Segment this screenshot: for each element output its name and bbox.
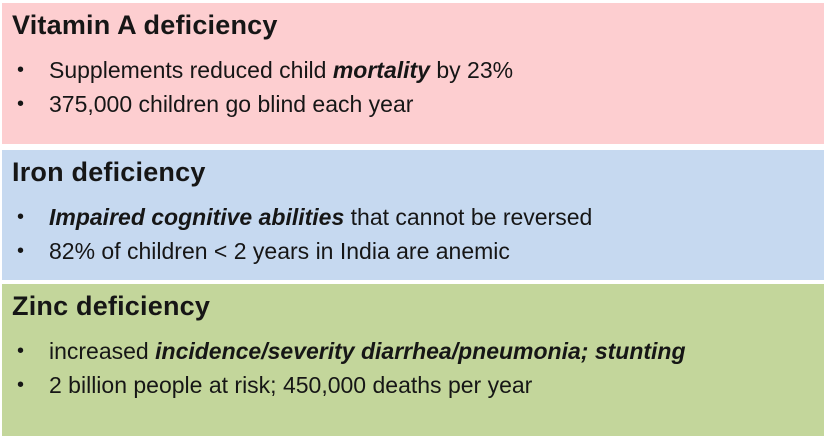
bullet-text: Supplements reduced child mortality by 2… [49, 57, 513, 84]
list-item: • 2 billion people at risk; 450,000 deat… [2, 368, 824, 402]
bullet-icon: • [17, 339, 25, 362]
vitamin-a-box-title: Vitamin A deficiency [12, 10, 278, 40]
bullet-text-segment: 375,000 children go blind each year [49, 90, 414, 117]
bullet-text-segment: Supplements reduced child [49, 56, 333, 83]
iron-box-title: Iron deficiency [12, 157, 206, 187]
bullet-text-segment: increased [49, 337, 156, 364]
bullet-text-segment: that cannot be reversed [344, 203, 593, 230]
iron-deficiency-box: Iron deficiency • Impaired cognitive abi… [2, 150, 824, 280]
bullet-text-segment-emphasis: mortality [332, 56, 430, 83]
list-item: • Impaired cognitive abilities that cann… [2, 200, 824, 234]
bullet-text-segment: 2 billion people at risk; 450,000 deaths… [49, 371, 533, 398]
list-item: • 375,000 children go blind each year [2, 87, 824, 121]
bullet-icon: • [17, 92, 25, 115]
zinc-bullet-list: • increased incidence/severity diarrhea/… [2, 334, 824, 402]
bullet-text: 82% of children < 2 years in India are a… [49, 238, 510, 265]
bullet-icon: • [17, 205, 25, 228]
zinc-box-title: Zinc deficiency [12, 291, 211, 321]
list-item: • 82% of children < 2 years in India are… [2, 234, 824, 268]
vitamin-a-bullet-list: • Supplements reduced child mortality by… [2, 53, 824, 121]
bullet-text: 2 billion people at risk; 450,000 deaths… [49, 372, 532, 399]
bullet-text: Impaired cognitive abilities that cannot… [49, 204, 592, 231]
bullet-icon: • [17, 58, 25, 81]
list-item: • Supplements reduced child mortality by… [2, 53, 824, 87]
bullet-icon: • [17, 373, 25, 396]
vitamin-a-deficiency-box: Vitamin A deficiency • Supplements reduc… [2, 3, 824, 144]
iron-bullet-list: • Impaired cognitive abilities that cann… [2, 200, 824, 268]
bullet-icon: • [17, 239, 25, 262]
bullet-text-segment-emphasis: incidence/severity diarrhea/pneumonia; s… [155, 337, 686, 364]
zinc-deficiency-box: Zinc deficiency • increased incidence/se… [2, 284, 824, 436]
bullet-text-segment-emphasis: Impaired cognitive abilities [49, 203, 345, 230]
bullet-text: 375,000 children go blind each year [49, 91, 413, 118]
bullet-text-segment: 82% of children < 2 years in India are a… [49, 237, 510, 264]
list-item: • increased incidence/severity diarrhea/… [2, 334, 824, 368]
bullet-text: increased incidence/severity diarrhea/pn… [49, 338, 686, 365]
bullet-text-segment: by 23% [429, 56, 514, 83]
